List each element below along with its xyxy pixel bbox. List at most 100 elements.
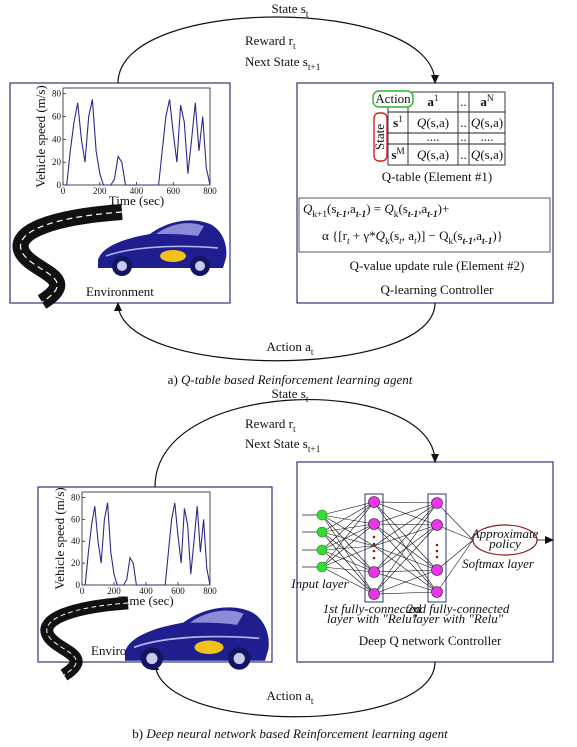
y-tick-label: 20 (71, 558, 81, 568)
text-part: .. (460, 147, 467, 162)
text-part: t-1 (427, 210, 437, 220)
y-tick-label: 60 (52, 112, 62, 122)
x-tick-label: 0 (80, 586, 85, 596)
text-part: (s,a) (480, 115, 503, 130)
text-part: (s,a) (480, 147, 503, 162)
text-part: (s (390, 228, 399, 243)
text-part: b) (132, 726, 146, 741)
text-part: ) = (366, 201, 384, 216)
text-part: Deep neural network based Reinforcement … (145, 726, 448, 741)
text-part: .. (460, 94, 467, 109)
q-table-cell: .... (481, 129, 494, 144)
text-part: t (311, 697, 314, 707)
input-node (317, 527, 327, 537)
car-logo (194, 641, 223, 654)
hidden-node (432, 587, 443, 598)
environment-label: Environment (86, 284, 154, 299)
text-part: Action a (266, 339, 311, 354)
text-part: M (396, 147, 405, 157)
text-part: )} (492, 228, 503, 243)
text-part: α {[r (322, 228, 348, 243)
hidden-node (432, 520, 443, 531)
controller-label: Q-learning Controller (381, 282, 495, 297)
text-part: .... (481, 129, 494, 144)
controller-label: Deep Q network Controller (359, 633, 502, 648)
action-tag-label: Action (375, 91, 411, 106)
q-table-cell: .. (460, 147, 467, 162)
x-tick-label: 600 (167, 186, 181, 196)
policy-label: policy (488, 536, 521, 551)
text-part: t (306, 395, 309, 405)
text-part: Next State s (245, 54, 308, 69)
text-part: Q-table based Reinforcement learning age… (181, 372, 413, 387)
hidden-node (432, 498, 443, 509)
q-table-cell: .. (460, 94, 467, 109)
text-part: 1 (398, 115, 403, 125)
text-part: .... (427, 129, 440, 144)
text-part: .. (460, 115, 467, 130)
text-part: (s (453, 228, 462, 243)
y-tick-label: 20 (52, 157, 62, 167)
text-part: .. (460, 129, 467, 144)
hidden-node (432, 565, 443, 576)
x-tick-label: 200 (93, 186, 107, 196)
ellipsis-dot (436, 550, 439, 553)
text-part: (s,a) (426, 115, 449, 130)
y-axis-label: Vehicle speed (m/s) (33, 85, 48, 188)
action-label: Action at (266, 688, 313, 707)
text-part: a) (168, 372, 181, 387)
text-part: Next State s (245, 436, 308, 451)
q-table-cell: Q(s,a) (417, 115, 449, 130)
ellipsis-dot (373, 550, 376, 553)
text-part: Reward r (245, 33, 294, 48)
y-tick-label: 80 (52, 89, 62, 99)
ellipsis-dot (436, 544, 439, 547)
text-part: )+ (438, 201, 450, 216)
text-part: N (487, 94, 494, 104)
text-part: t-1 (482, 237, 492, 247)
car-rim (146, 653, 157, 664)
reward-label: Reward rt (245, 33, 296, 52)
y-tick-label: 80 (71, 492, 81, 502)
text-part: State s (272, 1, 306, 16)
text-part: , a (402, 228, 415, 243)
x-tick-label: 800 (203, 586, 217, 596)
q-table-cell: .. (460, 129, 467, 144)
y-tick-label: 60 (71, 514, 81, 524)
text-part: (s,a) (426, 147, 449, 162)
q-table-cell: Q(s,a) (471, 147, 503, 162)
text-part: t-1 (408, 210, 418, 220)
text-part: 1 (434, 94, 439, 104)
input-layer-label: Input layer (290, 576, 349, 591)
ellipsis-dot (373, 536, 376, 539)
hidden-node (369, 589, 380, 600)
text-part: t+1 (308, 445, 321, 455)
text-part: Reward r (245, 416, 294, 431)
layer1-label: layer with "Relu" (327, 611, 418, 626)
y-axis-label: Vehicle speed (m/s) (52, 487, 67, 590)
text-part: ,a (418, 201, 427, 216)
state-arrow (118, 17, 435, 83)
text-part: t-1 (463, 237, 473, 247)
car-rim (234, 653, 245, 664)
next-state-label: Next State st+1 (245, 436, 321, 455)
y-tick-label: 40 (71, 536, 81, 546)
next-state-label: Next State st+1 (245, 54, 321, 73)
state-tag-label: State (372, 124, 387, 150)
text-part: t (293, 425, 296, 435)
text-part: ,a (473, 228, 482, 243)
reward-label: Reward rt (245, 416, 296, 435)
text-part: (s (398, 201, 407, 216)
softmax-label: Softmax layer (462, 556, 535, 571)
text-part: t (306, 10, 309, 20)
caption: b) Deep neural network based Reinforceme… (132, 726, 448, 741)
text-part: Action a (266, 688, 311, 703)
hidden-node (369, 519, 380, 530)
caption: a) Q-table based Reinforcement learning … (168, 372, 413, 387)
formula-caption: Q-value update rule (Element #2) (350, 258, 525, 273)
text-part: k+1 (312, 210, 327, 220)
text-part: (s (327, 201, 336, 216)
y-tick-label: 40 (52, 134, 62, 144)
q-table-cell: .. (460, 115, 467, 130)
ellipsis-dot (436, 556, 439, 559)
